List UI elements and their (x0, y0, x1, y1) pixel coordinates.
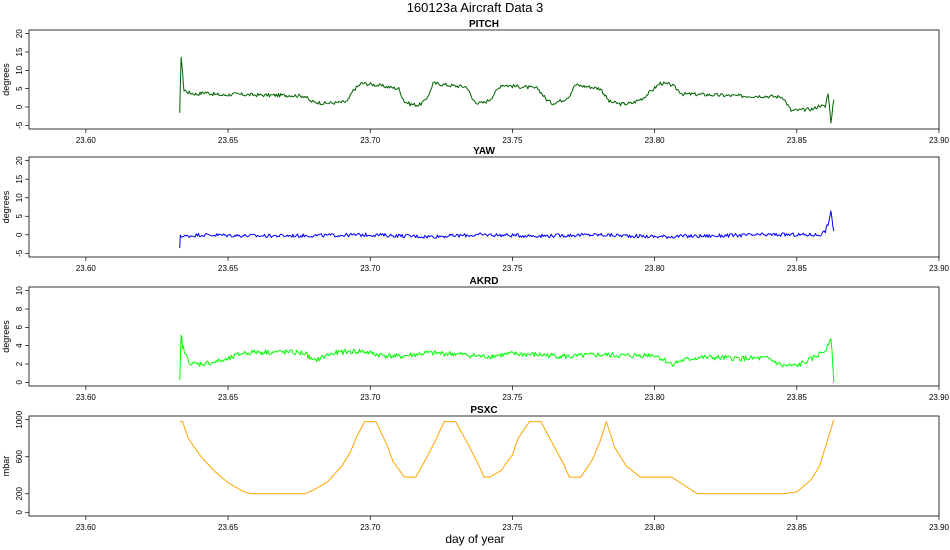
series-line-psxc (179, 419, 835, 495)
y-tick-label: 15 (15, 47, 24, 56)
panel-yaw: YAW 23.60 23.65 23.70 23.75 23.80 23.85 23.90 -5… (1, 146, 950, 273)
x-tick-label: 23.75 (502, 136, 523, 145)
x-tick-label: 23.90 (929, 523, 950, 532)
y-axis-label: degrees (1, 63, 11, 96)
x-tick-label: 23.75 (502, 523, 523, 532)
y-tick-label: 1000 (15, 410, 24, 428)
y-tick-label: -5 (15, 121, 24, 129)
y-tick-label: 20 (15, 29, 24, 38)
x-tick-label: 23.70 (360, 264, 381, 273)
x-tick-label: 23.90 (929, 136, 950, 145)
panel-title: PITCH (469, 19, 499, 30)
y-axis-label: mbar (1, 456, 11, 477)
x-tick-label: 23.75 (502, 393, 523, 402)
x-tick-label: 23.65 (218, 264, 239, 273)
x-tick-label: 23.85 (787, 264, 808, 273)
series-line-pitch (179, 56, 835, 124)
panel-title: PSXC (470, 405, 497, 416)
y-tick-label: 2 (15, 361, 24, 366)
y-tick-label: 20 (15, 156, 24, 165)
y-tick-label: 0 (15, 104, 24, 109)
x-tick-label: 23.60 (76, 264, 97, 273)
panels: PITCH 23.60 23.65 23.70 23.75 23.80 23.85 23.90… (1, 19, 950, 532)
y-axis-label: degrees (1, 320, 11, 353)
y-tick-label: 5 (15, 86, 24, 91)
panel-akrd: AKRD 23.60 23.65 23.70 23.75 23.80 23.85 23.90 0… (1, 276, 950, 402)
y-tick-label: 10 (15, 286, 24, 295)
panel-psxc: PSXC 23.60 23.65 23.70 23.75 23.80 23.85 23.90 0… (1, 405, 950, 532)
y-tick-label: 0 (15, 232, 24, 237)
plot-frame (28, 29, 940, 130)
x-tick-label: 23.80 (645, 136, 666, 145)
y-tick-label: 600 (15, 450, 24, 464)
x-tick-label: 23.60 (76, 393, 97, 402)
series-line-yaw (179, 210, 835, 249)
x-tick-label: 23.70 (360, 393, 381, 402)
y-tick-label: -5 (15, 249, 24, 257)
x-tick-label: 23.85 (787, 393, 808, 402)
x-tick-label: 23.85 (787, 136, 808, 145)
x-tick-label: 23.90 (929, 264, 950, 273)
plot-frame (28, 286, 940, 387)
x-tick-label: 23.60 (76, 523, 97, 532)
figure-title: 160123a Aircraft Data 3 (407, 0, 544, 15)
x-tick-label: 23.70 (360, 523, 381, 532)
x-tick-label: 23.60 (76, 136, 97, 145)
x-axis-label: day of year (445, 532, 504, 546)
x-tick-label: 23.85 (787, 523, 808, 532)
series-line-akrd (179, 334, 835, 383)
plot-frame (28, 156, 940, 258)
plot-frame (28, 415, 940, 517)
y-tick-label: 0 (15, 380, 24, 385)
x-tick-label: 23.65 (218, 393, 239, 402)
x-tick-label: 23.70 (360, 136, 381, 145)
x-tick-label: 23.90 (929, 393, 950, 402)
x-tick-label: 23.65 (218, 523, 239, 532)
y-tick-label: 15 (15, 174, 24, 183)
x-tick-label: 23.75 (502, 264, 523, 273)
y-tick-label: 5 (15, 213, 24, 218)
y-tick-label: 10 (15, 193, 24, 202)
panel-title: AKRD (470, 276, 499, 287)
x-tick-label: 23.65 (218, 136, 239, 145)
y-tick-label: 4 (15, 343, 24, 348)
panel-pitch: PITCH 23.60 23.65 23.70 23.75 23.80 23.85 23.90… (1, 19, 950, 145)
y-tick-label: 6 (15, 325, 24, 330)
x-tick-label: 23.80 (645, 523, 666, 532)
x-tick-label: 23.80 (645, 264, 666, 273)
panel-title: YAW (473, 146, 495, 157)
y-tick-label: 0 (15, 510, 24, 515)
y-tick-label: 8 (15, 306, 24, 311)
y-tick-label: 10 (15, 65, 24, 74)
y-tick-label: 200 (15, 487, 24, 501)
y-axis-label: degrees (1, 190, 11, 223)
x-tick-label: 23.80 (645, 393, 666, 402)
